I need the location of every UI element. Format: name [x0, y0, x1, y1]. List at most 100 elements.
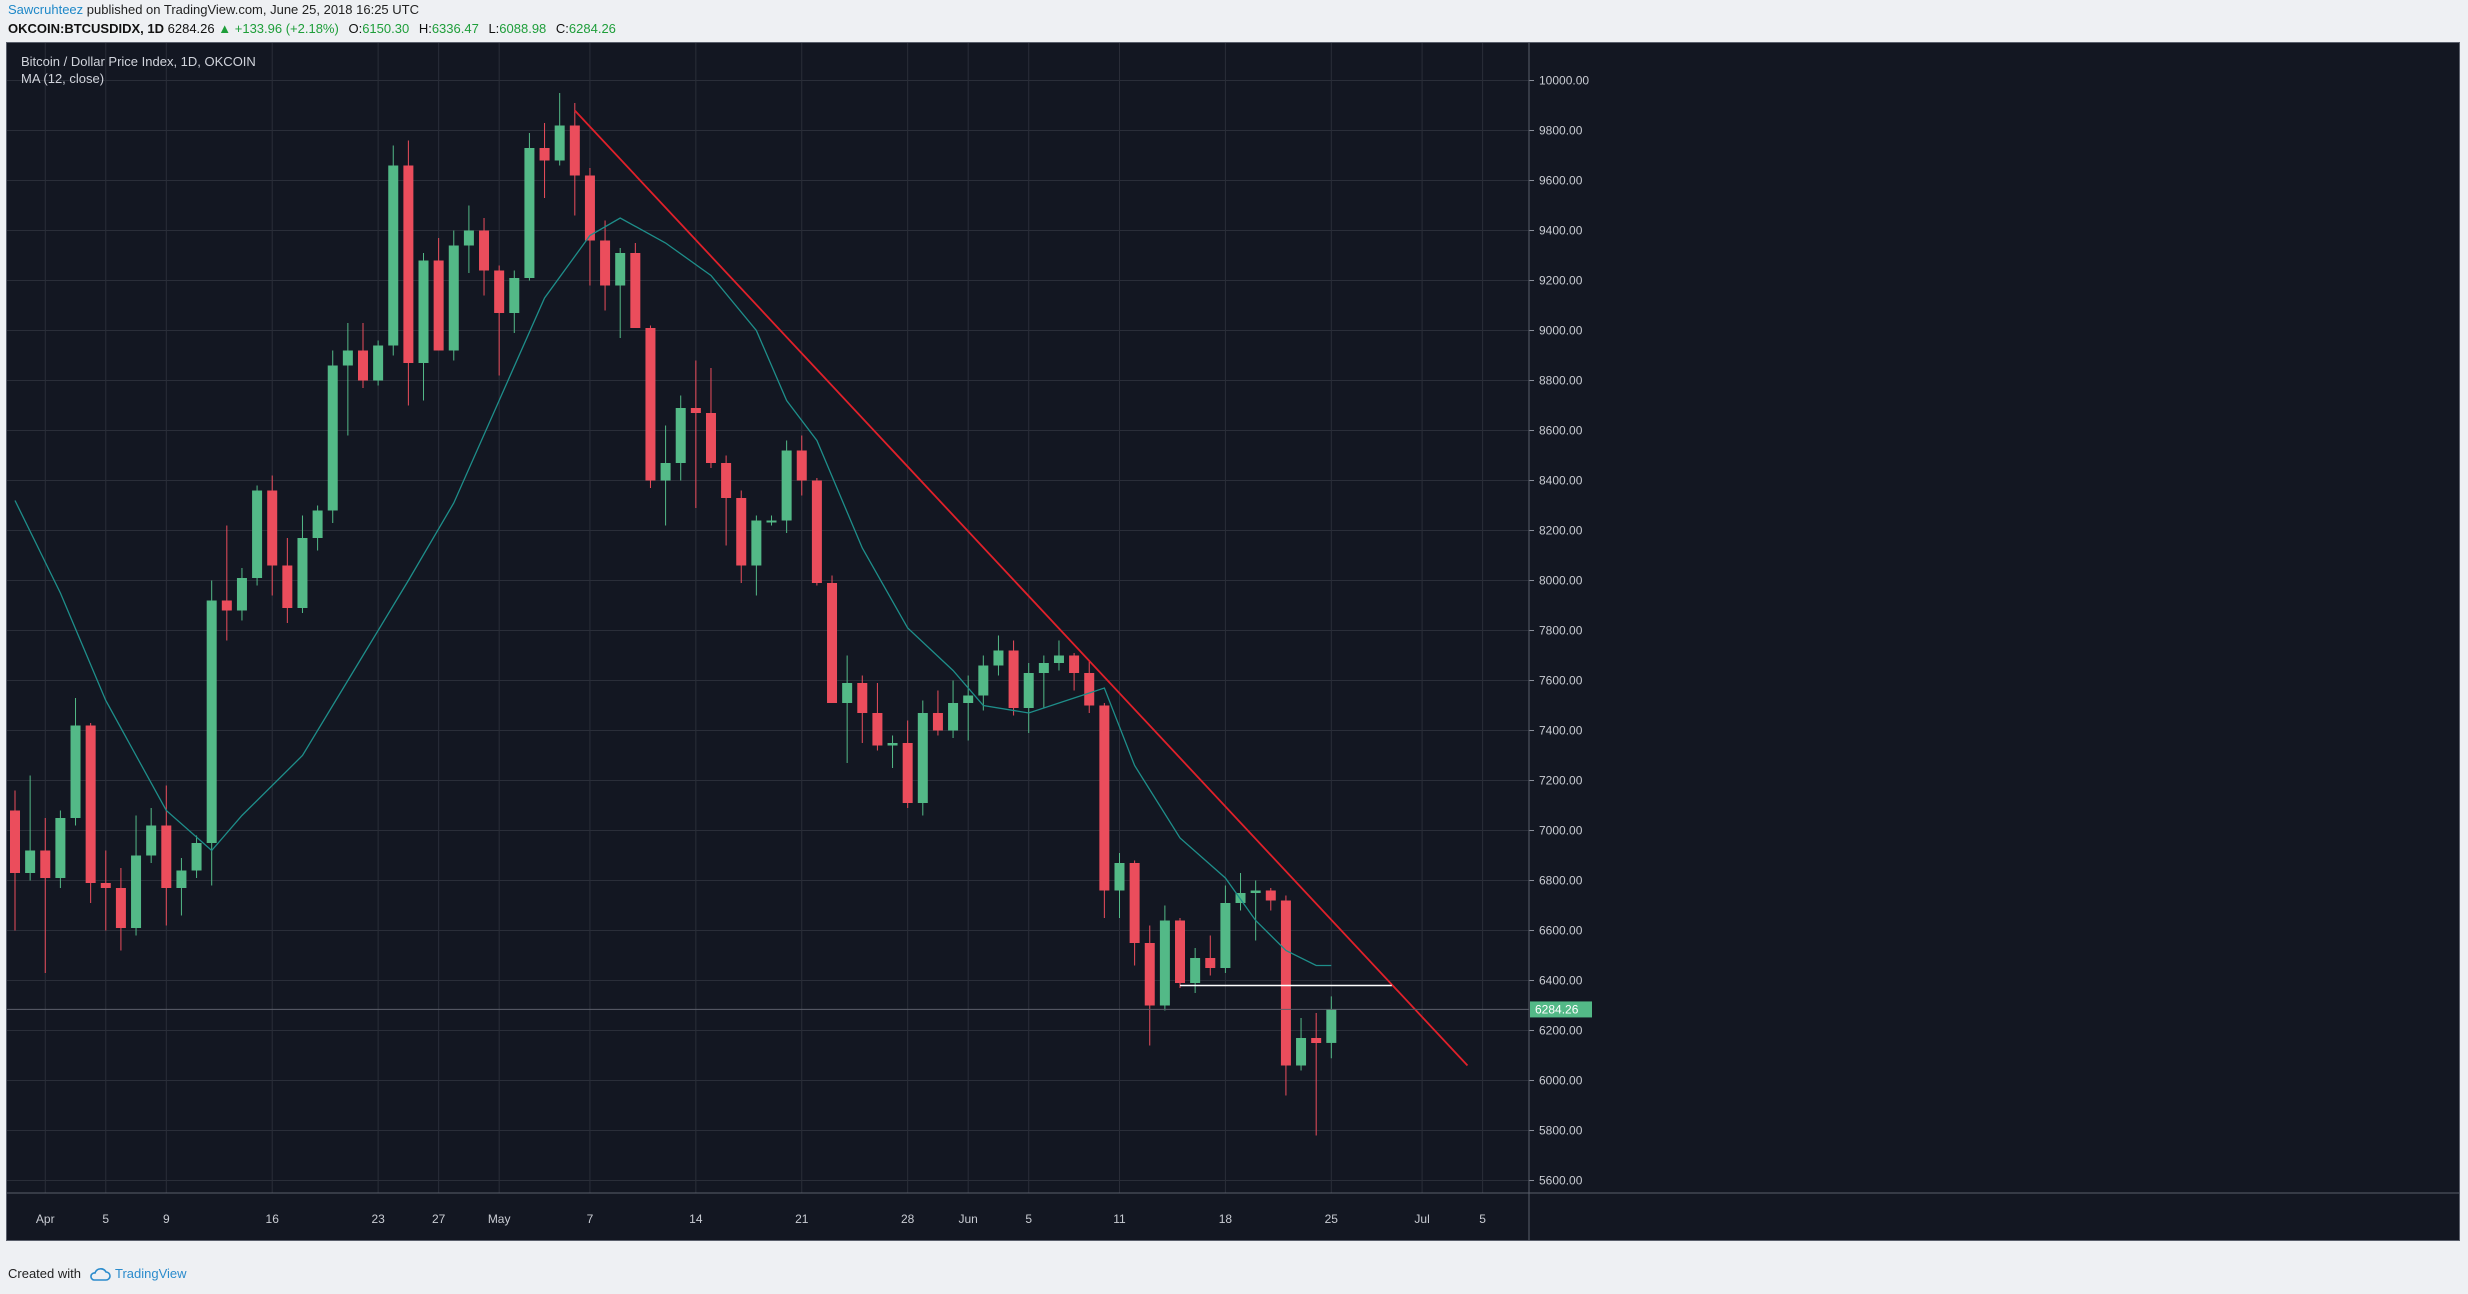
candle-body[interactable]: [1326, 1009, 1337, 1043]
last-price-label: 6284.26: [1535, 1002, 1579, 1016]
candle-body[interactable]: [736, 498, 747, 566]
candle-body[interactable]: [857, 683, 868, 713]
candle-body[interactable]: [448, 245, 459, 351]
candle-body[interactable]: [509, 278, 520, 313]
candle-body[interactable]: [1205, 958, 1216, 968]
candle-body[interactable]: [932, 713, 943, 731]
candle-body[interactable]: [1220, 903, 1231, 968]
ma-line[interactable]: [14, 217, 1332, 967]
candle-body[interactable]: [1084, 673, 1095, 706]
candle-body[interactable]: [176, 870, 187, 889]
candle-body[interactable]: [1023, 673, 1034, 708]
candle-body[interactable]: [827, 583, 838, 703]
price-chart[interactable]: 5600.00 5800.00 6000.00 6200.00 6400.00 6600.…: [7, 43, 2459, 1240]
candle-body[interactable]: [978, 665, 989, 696]
candle-body[interactable]: [161, 825, 172, 889]
candle-body[interactable]: [327, 365, 338, 511]
candle-body[interactable]: [630, 253, 641, 328]
candle-body[interactable]: [10, 810, 20, 874]
candle-body[interactable]: [55, 818, 66, 878]
candle-body[interactable]: [948, 703, 959, 731]
candle-body[interactable]: [342, 350, 353, 366]
candle-body[interactable]: [600, 240, 611, 286]
candle-body[interactable]: [811, 480, 822, 584]
candle-body[interactable]: [902, 743, 913, 803]
candle-body[interactable]: [479, 230, 490, 271]
x-tick-label: May: [488, 1212, 511, 1226]
tradingview-link[interactable]: TradingView: [89, 1266, 187, 1281]
candle-body[interactable]: [236, 578, 247, 611]
candle-body[interactable]: [842, 683, 853, 703]
candle-body[interactable]: [1129, 863, 1140, 943]
chart-pane[interactable]: 5600.00 5800.00 6000.00 6200.00 6400.00 6600.…: [6, 42, 2460, 1241]
candle-body[interactable]: [1296, 1038, 1307, 1066]
candle-body[interactable]: [1311, 1038, 1322, 1043]
candle-body[interactable]: [584, 175, 595, 241]
candle-body[interactable]: [463, 230, 474, 246]
candle-body[interactable]: [115, 888, 126, 928]
candle-body[interactable]: [1175, 920, 1186, 984]
candle-body[interactable]: [373, 345, 384, 381]
candle-body[interactable]: [40, 850, 51, 879]
candle-body[interactable]: [781, 450, 792, 521]
candle-body[interactable]: [1144, 943, 1155, 1006]
candle-body[interactable]: [1235, 893, 1246, 903]
candle-body[interactable]: [146, 825, 157, 856]
candle-body[interactable]: [615, 253, 626, 286]
candle-body[interactable]: [539, 148, 550, 161]
legend-indicator[interactable]: MA (12, close): [21, 71, 105, 86]
candle-body[interactable]: [766, 520, 777, 523]
candle-body[interactable]: [751, 520, 762, 566]
candle-body[interactable]: [494, 270, 505, 314]
candle-body[interactable]: [1069, 655, 1080, 674]
candle-body[interactable]: [191, 843, 202, 871]
candle-body[interactable]: [131, 855, 142, 929]
candle-body[interactable]: [85, 725, 96, 884]
candle-body[interactable]: [206, 600, 217, 844]
candle-body[interactable]: [705, 413, 716, 463]
candle-body[interactable]: [645, 328, 656, 481]
candle-body[interactable]: [524, 148, 535, 278]
candle-body[interactable]: [1280, 900, 1291, 1066]
candle-body[interactable]: [721, 463, 732, 498]
author-link[interactable]: Sawcruhteez: [8, 2, 84, 17]
candle-body[interactable]: [675, 408, 686, 463]
downtrend-line[interactable]: [574, 109, 1469, 1067]
candle-body[interactable]: [872, 713, 883, 746]
candle-body[interactable]: [418, 260, 429, 364]
candle-body[interactable]: [993, 650, 1004, 666]
candle-body[interactable]: [297, 538, 308, 608]
candle-body[interactable]: [660, 463, 671, 481]
candle-body[interactable]: [887, 743, 898, 746]
candle-body[interactable]: [554, 125, 565, 161]
candle-body[interactable]: [357, 350, 368, 381]
candle-body[interactable]: [796, 450, 807, 481]
x-tick-label: 14: [689, 1212, 703, 1226]
candle-body[interactable]: [963, 695, 974, 704]
candle-body[interactable]: [690, 408, 701, 413]
candle-body[interactable]: [388, 165, 399, 346]
candle-body[interactable]: [221, 600, 232, 611]
candle-body[interactable]: [1053, 655, 1064, 664]
candle-body[interactable]: [1099, 705, 1110, 891]
candle-body[interactable]: [25, 850, 36, 874]
y-tick-label: 6800.00: [1539, 874, 1583, 888]
candle-body[interactable]: [70, 725, 81, 819]
y-tick-label: 7800.00: [1539, 624, 1583, 638]
candle-body[interactable]: [252, 490, 263, 579]
candle-body[interactable]: [917, 713, 928, 803]
candle-body[interactable]: [1190, 958, 1201, 983]
candle-body[interactable]: [569, 125, 580, 176]
candle-body[interactable]: [1008, 650, 1019, 709]
candle-body[interactable]: [1159, 920, 1170, 1006]
candle-body[interactable]: [403, 165, 414, 364]
candle-body[interactable]: [312, 510, 323, 539]
candle-body[interactable]: [267, 490, 278, 566]
candle-body[interactable]: [282, 565, 293, 609]
candle-body[interactable]: [1114, 863, 1125, 891]
candle-body[interactable]: [1038, 663, 1049, 673]
candle-body[interactable]: [1265, 890, 1276, 901]
candle-body[interactable]: [100, 883, 111, 888]
candle-body[interactable]: [1250, 890, 1261, 894]
candle-body[interactable]: [433, 260, 444, 351]
